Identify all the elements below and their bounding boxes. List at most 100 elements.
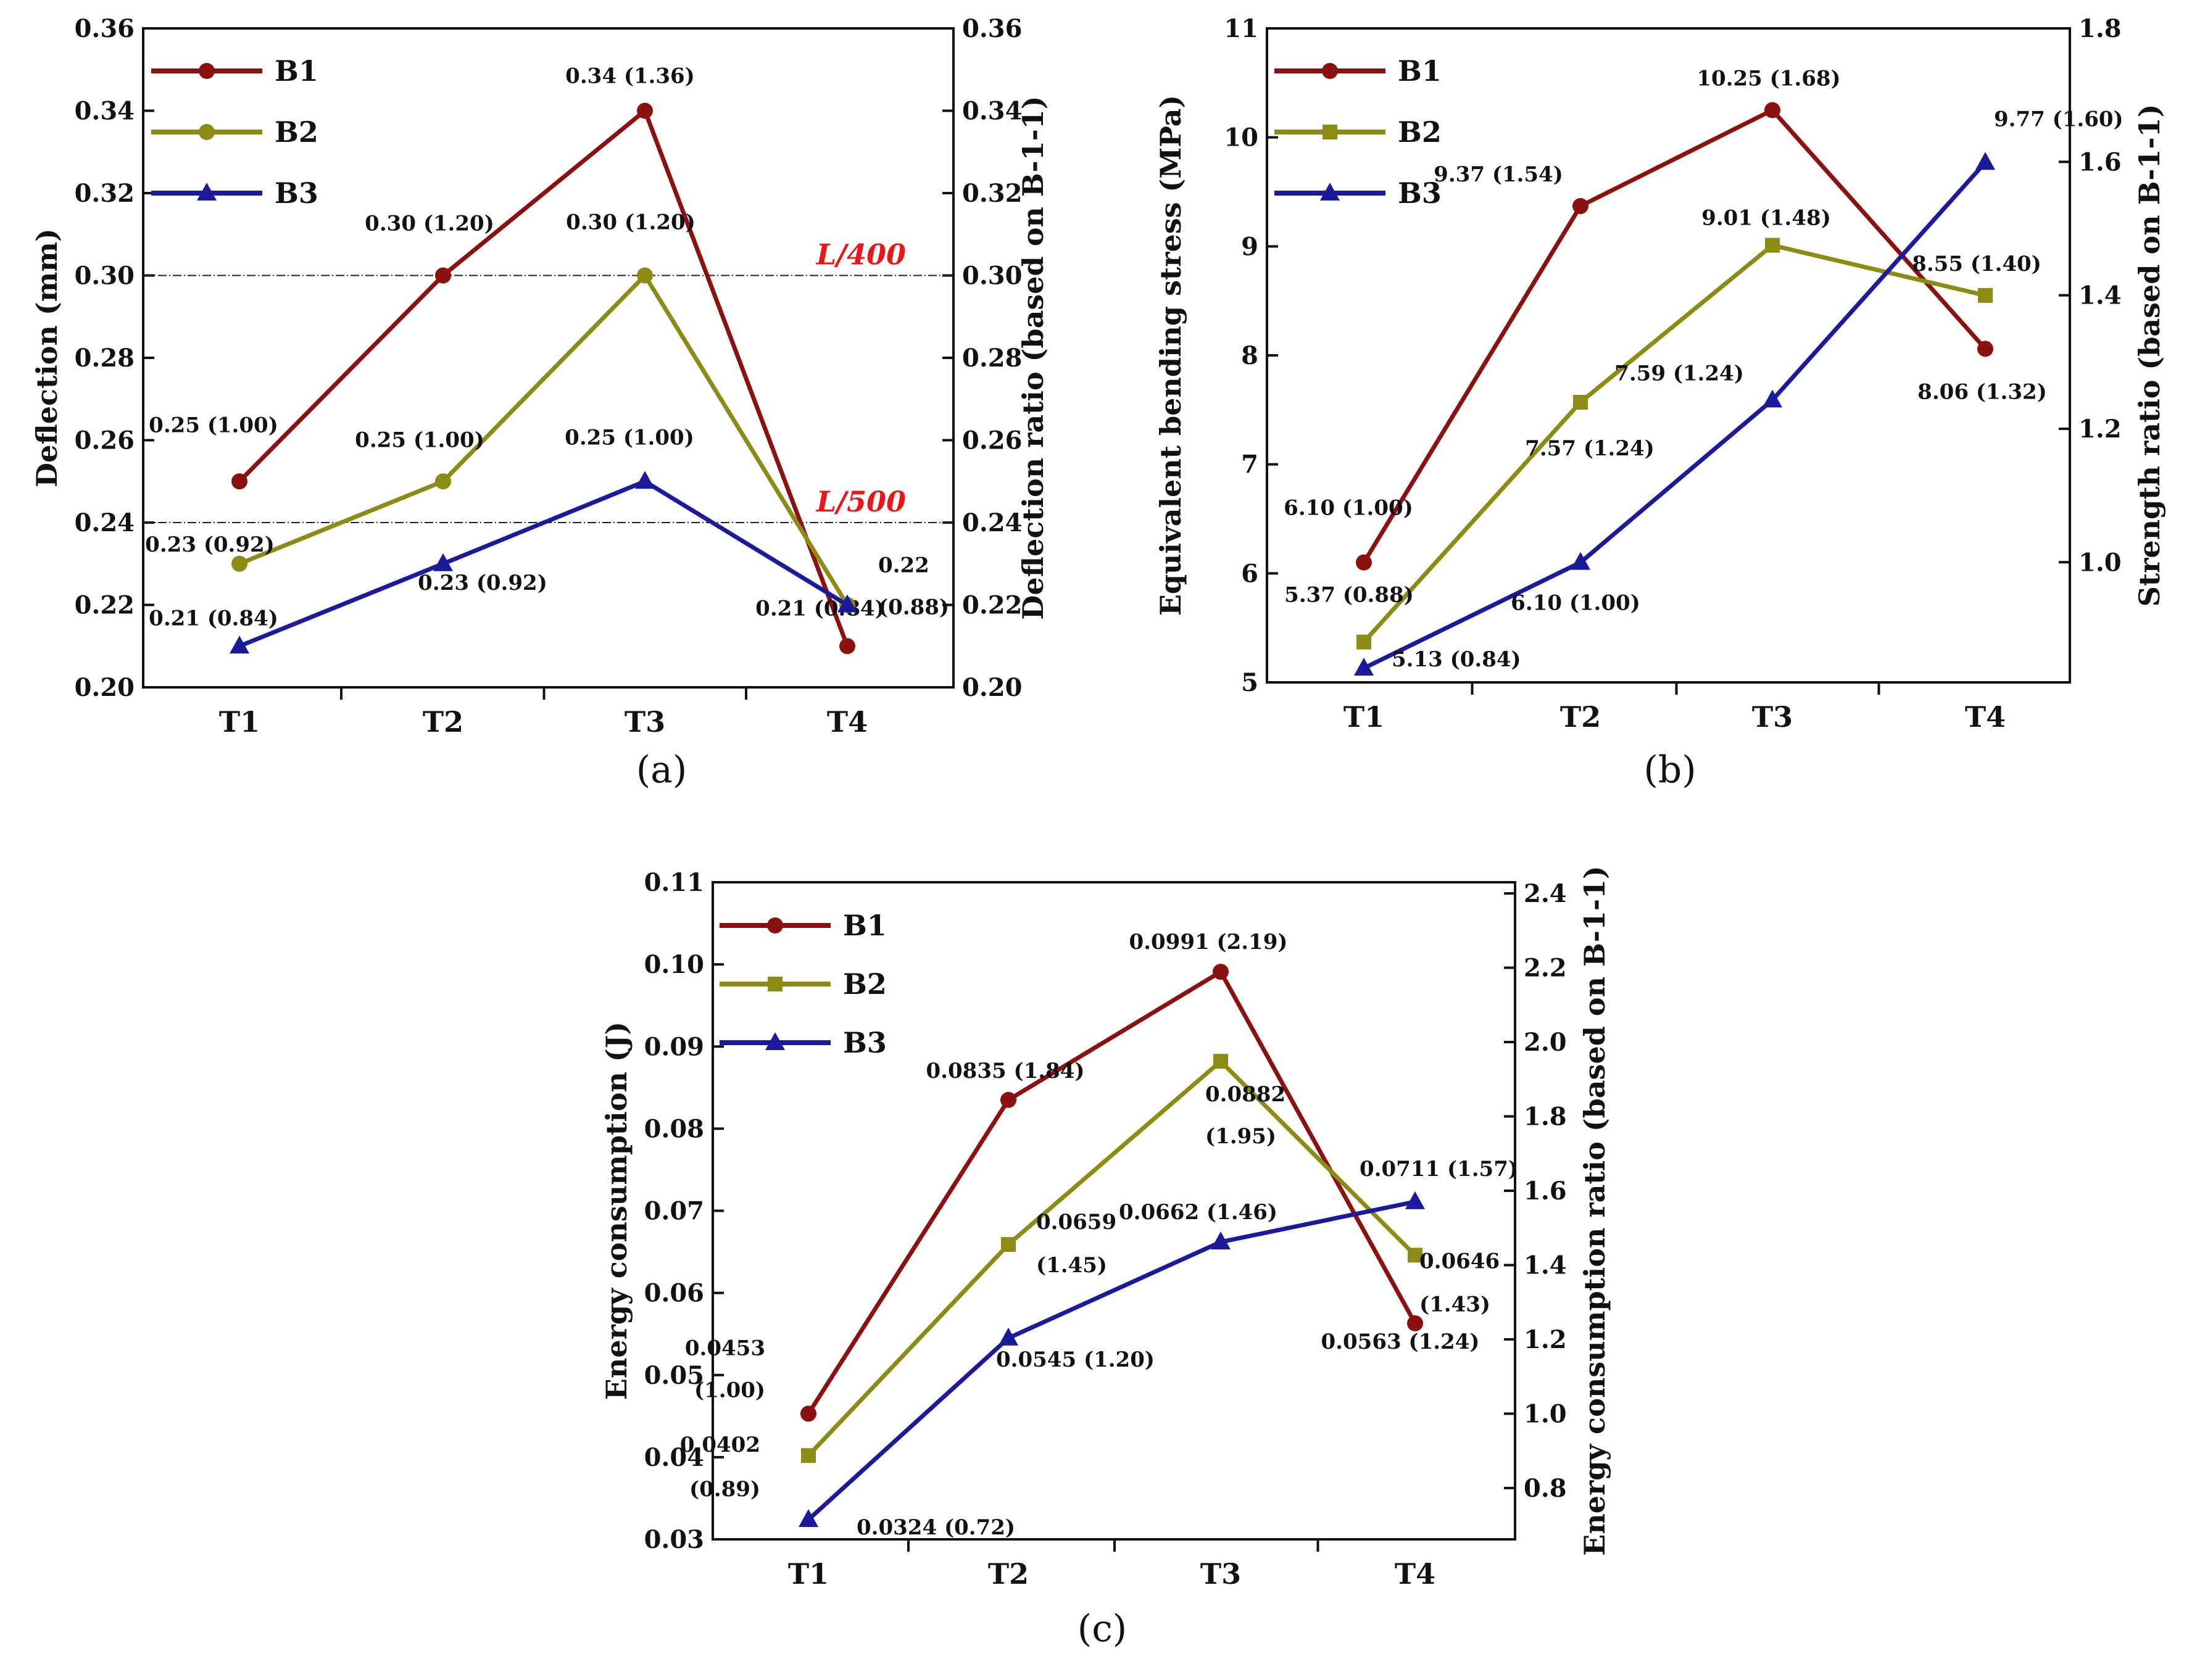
x-tick-label: T2 (423, 705, 463, 739)
y2-tick-label: 2.0 (1524, 1028, 1567, 1057)
legend-marker (1322, 63, 1338, 79)
x-tick-label: T2 (1560, 700, 1601, 734)
y-tick-label: 7 (1241, 450, 1258, 479)
y-tick-label: 0.36 (75, 14, 135, 43)
legend-label: B1 (1398, 54, 1442, 88)
y2-tick-label: 1.8 (1524, 1102, 1567, 1131)
legend-marker (199, 63, 215, 79)
reference-line-label: L/500 (815, 485, 906, 518)
data-label: 5.13 (0.84) (1392, 647, 1521, 672)
series-line-B1 (238, 109, 850, 647)
data-label: (1.45) (1036, 1253, 1107, 1278)
series-line-B1 (807, 969, 1418, 1415)
data-point (1572, 197, 1588, 214)
x-tick-label: T1 (219, 705, 260, 739)
data-label: 0.0324 (0.72) (857, 1515, 1015, 1540)
data-point (637, 102, 653, 119)
panel-label: (b) (1643, 748, 1696, 792)
data-label: 6.10 (1.00) (1511, 591, 1640, 616)
legend-label: B2 (1398, 115, 1442, 149)
data-label: 0.21 (0.84) (755, 596, 885, 621)
y2-tick-label: 1.4 (2078, 281, 2122, 310)
series-line-B2 (1362, 243, 1986, 643)
data-label: 0.0662 (1.46) (1119, 1200, 1277, 1225)
y2-tick-label: 1.8 (2078, 14, 2122, 43)
y2-tick-label: 0.30 (962, 262, 1022, 291)
legend-label: B3 (843, 1026, 887, 1059)
y-axis-title: Deflection (mm) (30, 228, 64, 487)
y-tick-label: 0.26 (75, 426, 135, 455)
data-point (801, 1448, 816, 1463)
data-point (1001, 1237, 1016, 1252)
y2-tick-label: 0.20 (962, 673, 1022, 702)
data-point (1211, 1231, 1231, 1250)
data-point (637, 267, 653, 284)
data-label: 0.0453 (685, 1336, 765, 1360)
data-point (1356, 634, 1371, 650)
x-tick-label: T4 (827, 705, 868, 739)
data-point (1407, 1315, 1423, 1331)
x-tick-label: T3 (1200, 1557, 1241, 1591)
y-tick-label: 0.08 (644, 1114, 704, 1143)
legend-marker (197, 183, 217, 201)
y2-tick-label: 2.4 (1524, 879, 1567, 908)
chart-panel-b: 5 6 7 8 9 10 11 1.0 1.2 1.4 1.6 1.8 T1 T2 T3 T4 Equivale… (1154, 14, 2166, 792)
data-point (1977, 341, 1993, 357)
y2-tick-label: 0.36 (962, 14, 1022, 43)
data-label: 0.25 (1.00) (149, 413, 278, 437)
data-point (1405, 1191, 1425, 1209)
data-point (1571, 552, 1590, 570)
data-label: 0.21 (0.84) (149, 606, 278, 631)
data-label: 8.55 (1.40) (1912, 252, 2041, 276)
chart-panel-a: 0.20 0.22 0.24 0.26 0.28 0.30 0.32 0.34 0.36 0.20… (30, 14, 1050, 792)
data-point (433, 553, 453, 571)
y2-tick-label: 1.0 (1524, 1399, 1567, 1428)
y2-tick-label: 0.34 (962, 97, 1022, 126)
y-axis-title: Equivalent bending stress (MPa) (1154, 95, 1187, 616)
y-tick-label: 10 (1224, 123, 1258, 152)
data-point (435, 267, 451, 284)
y2-tick-label: 1.2 (2078, 415, 2122, 444)
y-tick-label: 11 (1224, 14, 1258, 43)
data-label: 8.06 (1.32) (1917, 379, 2047, 404)
data-label: 0.0659 (1036, 1210, 1116, 1235)
data-point (837, 594, 857, 613)
y-tick-label: 0.24 (75, 508, 135, 537)
data-point (1573, 394, 1588, 410)
data-label: 6.10 (1.00) (1284, 496, 1413, 521)
data-point (1764, 102, 1780, 118)
legend-marker (767, 917, 783, 933)
legend-label: B1 (843, 909, 887, 942)
data-point (435, 473, 451, 490)
series-line-B3 (238, 479, 849, 648)
y2-tick-label: 0.26 (962, 426, 1022, 455)
legend-marker (1320, 183, 1340, 201)
legend-label: B2 (843, 967, 887, 1001)
y-tick-label: 8 (1241, 341, 1258, 370)
x-tick-label: T4 (1965, 700, 2006, 734)
x-tick-label: T4 (1395, 1557, 1435, 1591)
y2-tick-label: 1.2 (1524, 1325, 1567, 1354)
panel-label: (c) (1078, 1607, 1127, 1650)
reference-line-label: L/400 (815, 238, 906, 271)
data-point (800, 1405, 816, 1422)
y-tick-label: 0.10 (644, 950, 704, 979)
y2-axis-title: Energy consumption ratio (based on B-1-1… (1578, 866, 1611, 1555)
y2-tick-label: 1.4 (1524, 1251, 1567, 1280)
data-label: (1.00) (694, 1378, 765, 1402)
y-tick-label: 0.20 (75, 673, 135, 702)
data-point (1213, 964, 1229, 980)
y-tick-label: 0.11 (644, 868, 704, 897)
data-point (1000, 1091, 1016, 1108)
legend-label: B2 (275, 115, 318, 149)
legend-label: B3 (1398, 176, 1442, 210)
data-label: 0.30 (1.20) (566, 210, 696, 235)
y-tick-label: 6 (1241, 559, 1258, 588)
y2-axis-title: Deflection ratio (based on B-1-1) (1016, 96, 1050, 619)
legend-marker (765, 1032, 785, 1050)
data-label: 0.22 (878, 553, 929, 578)
y-tick-label: 0.34 (75, 97, 135, 126)
y-tick-label: 0.09 (644, 1032, 704, 1061)
data-label: 0.0882 (1205, 1082, 1285, 1107)
